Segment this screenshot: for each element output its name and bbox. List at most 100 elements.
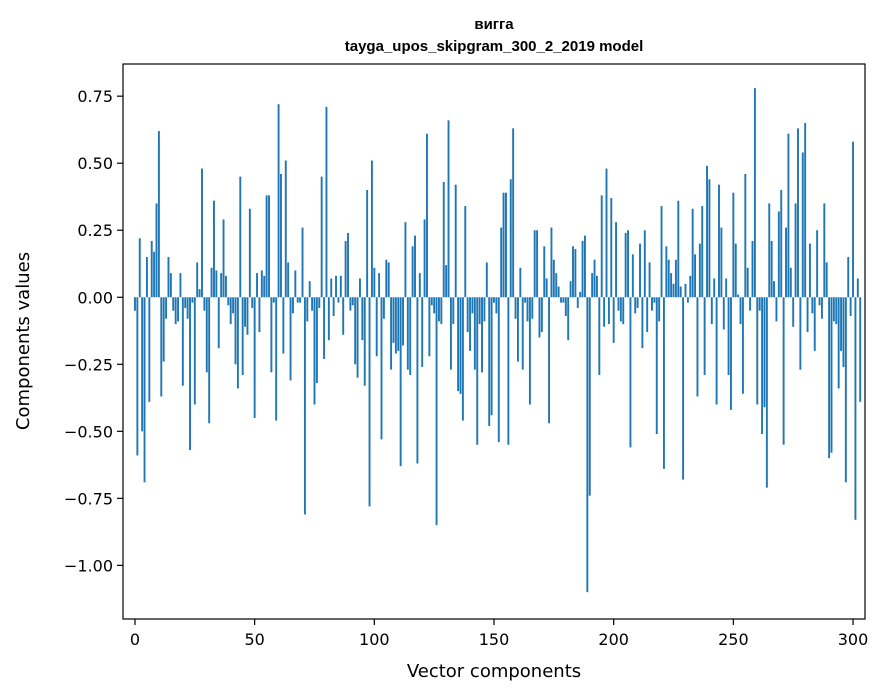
bar [449,297,452,370]
bar [662,297,665,469]
bar [531,297,534,319]
bar [157,131,160,298]
bar [830,297,833,453]
bar [722,297,725,330]
bar [454,184,457,298]
bar [162,297,165,362]
bar [437,297,440,322]
bar [141,297,144,432]
bar [184,297,187,308]
bar [696,297,699,397]
bar [634,297,637,314]
bar [816,230,819,298]
bar [153,251,156,298]
bar [639,243,641,298]
bar [500,227,503,298]
bar [667,259,670,298]
bar [509,179,512,298]
bar [691,208,694,298]
bar [210,267,213,298]
y-tick-label: 0.00 [77,288,113,307]
bar [840,297,843,351]
bar [519,267,522,298]
bar [653,297,656,303]
bar [375,297,378,357]
bar [837,297,840,389]
bar [823,203,826,298]
bar [641,297,644,349]
bar [689,275,692,298]
bar [165,297,168,319]
bar [229,297,232,325]
bar [820,297,823,319]
bar [440,297,443,325]
bar [792,297,795,327]
bar [236,297,239,389]
bar [239,176,242,298]
bar [392,297,395,343]
bar [193,297,196,405]
bar [481,297,483,373]
bar [488,297,491,426]
bar [169,273,172,298]
bar [399,297,402,467]
bar [325,106,328,298]
bar [466,297,469,333]
bar [445,265,448,298]
bar [347,232,349,298]
bar [694,254,697,298]
bar [682,297,685,480]
y-tick-label: −1.00 [64,556,113,575]
bar [622,297,625,325]
y-axis: 0.75 0.50 0.25 0.00 −0.25 −0.50 −0.75 −1.00 [64,87,123,575]
bar [234,297,237,365]
bar [646,297,649,333]
bar [394,297,397,354]
bar [706,165,708,298]
bar [136,297,139,456]
bar [842,297,845,367]
bar [366,190,369,298]
bar [256,273,258,298]
chart-subtitle: tayga_upos_skipgram_300_2_2019 model [345,38,644,55]
bar [811,297,814,314]
bar [516,297,519,362]
bar [737,294,740,298]
bar [595,275,598,298]
bar [624,232,627,298]
bar [191,297,194,303]
bar [710,297,713,325]
bar [287,262,290,298]
x-tick-label: 50 [244,630,264,649]
bar [777,211,780,298]
bar [150,240,153,298]
plot-frame [122,63,866,620]
bar [299,297,302,303]
bar [476,297,479,445]
bar [227,297,230,306]
x-axis: 0 50 100 150 200 250 300 [130,619,868,649]
bar [246,297,249,335]
bar [390,297,393,370]
bar [270,297,273,373]
bar [483,297,486,322]
bar [433,297,436,314]
bar [581,240,584,298]
bar [244,297,247,327]
bar [763,297,766,408]
bar [361,297,364,341]
bar [189,297,191,451]
bar [332,297,335,317]
bar [138,238,141,298]
x-tick-label: 300 [838,630,869,649]
bar [598,297,601,376]
bar [555,273,558,298]
bar [521,297,524,370]
bar [418,273,421,298]
bar [306,297,309,322]
bar [552,259,555,298]
bar [835,297,838,325]
y-tick-label: 0.50 [77,154,113,173]
bar [856,278,859,298]
bar [339,275,342,298]
